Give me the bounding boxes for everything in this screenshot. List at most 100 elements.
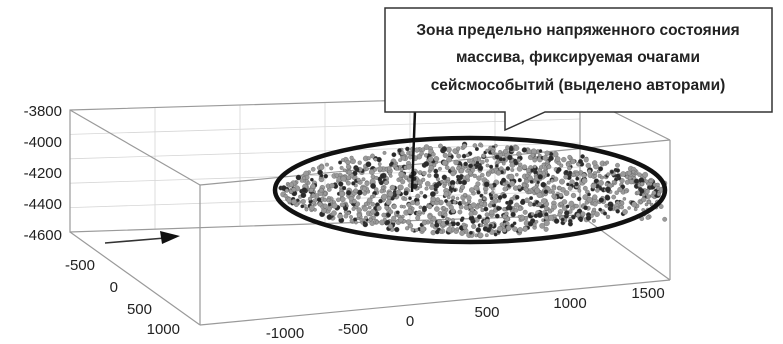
seismic-event-point [577, 188, 582, 193]
seismic-event-point [383, 180, 389, 186]
seismic-event-point [373, 167, 377, 172]
seismic-event-point [505, 224, 512, 231]
seismic-event-point [319, 187, 324, 193]
seismic-event-point [424, 186, 429, 191]
seismic-event-point [329, 166, 334, 171]
seismic-event-point [445, 216, 449, 221]
seismic-event-point [609, 169, 614, 174]
seismic-event-point [545, 159, 550, 164]
seismic-event-point [366, 197, 373, 204]
seismic-event-point [455, 196, 460, 201]
seismic-event-point [327, 202, 332, 207]
seismic-event-point [656, 192, 661, 197]
box-edge-floor-front [199, 279, 671, 326]
seismic-event-point [405, 219, 412, 225]
seismic-event-point [291, 187, 297, 192]
seismic-event-point [489, 200, 494, 205]
stress-zone-ellipse [272, 135, 668, 245]
seismic-event-point [574, 203, 579, 209]
seismic-event-point [433, 173, 439, 179]
seismic-event-point [463, 204, 469, 211]
seismic-event-point [369, 194, 374, 199]
seismic-event-point [354, 220, 358, 225]
seismic-event-point [469, 187, 475, 193]
seismic-event-point [346, 175, 352, 181]
seismic-event-point [331, 202, 338, 209]
seismic-event-point [391, 204, 397, 210]
seismic-event-point [489, 164, 494, 169]
seismic-event-point [591, 218, 596, 223]
x-tick-label: -500 [338, 321, 368, 338]
seismic-event-point [543, 220, 550, 227]
seismic-event-point [564, 210, 570, 216]
seismic-event-point [502, 228, 507, 233]
seismic-event-point [551, 186, 557, 191]
seismic-event-point [475, 227, 482, 233]
seismic-event-point [389, 161, 394, 166]
seismic-event-point [513, 207, 519, 213]
seismic-event-point [288, 182, 294, 188]
seismic-event-point [558, 192, 564, 198]
seismic-event-point [331, 210, 337, 216]
seismic-event-point [308, 196, 312, 201]
seismic-event-point [598, 207, 603, 212]
seismic-event-point [356, 195, 361, 200]
seismic-event-point [368, 217, 373, 222]
seismic-event-point [437, 219, 442, 224]
seismic-event-point [602, 211, 608, 216]
seismic-event-point [493, 193, 499, 199]
seismic-event-point [451, 195, 456, 200]
seismic-event-point [585, 162, 591, 169]
seismic-event-point [388, 223, 393, 229]
seismic-event-point [543, 226, 549, 232]
seismic-event-point [472, 173, 477, 179]
seismic-event-point [327, 206, 332, 212]
seismic-event-point [554, 156, 561, 162]
seismic-event-point [346, 169, 352, 175]
seismic-event-point [536, 192, 543, 199]
seismic-event-point [476, 175, 482, 181]
seismic-event-point [620, 201, 625, 206]
seismic-event-point [400, 155, 406, 161]
seismic-event-point [387, 166, 392, 171]
seismic-event-point [411, 206, 415, 211]
seismic-event-point [362, 205, 368, 212]
seismic-event-point [583, 157, 589, 163]
seismic-event-point [414, 228, 419, 232]
seismic-event-point [370, 183, 376, 189]
seismic-event-point [485, 218, 490, 224]
seismic-event-point [515, 172, 519, 177]
seismic-event-point [479, 201, 484, 206]
seismic-event-point [379, 173, 386, 179]
seismic-event-point [614, 190, 619, 195]
seismic-event-point [380, 185, 385, 190]
seismic-event-point [468, 230, 473, 235]
seismic-event-point [283, 193, 288, 198]
seismic-event-point [574, 171, 580, 177]
seismic-event-point [641, 196, 647, 203]
seismic-event-point [400, 179, 406, 185]
seismic-event-point [538, 149, 543, 153]
seismic-event-point [494, 213, 500, 219]
seismic-event-point [593, 174, 597, 178]
seismic-event-point [521, 164, 528, 170]
seismic-event-point [534, 187, 541, 194]
seismic-event-point [606, 172, 611, 177]
seismic-event-point [370, 153, 375, 159]
seismic-event-point [527, 221, 534, 227]
seismic-event-point [592, 207, 597, 212]
seismic-event-point [348, 196, 354, 202]
seismic-event-point [637, 172, 642, 177]
seismic-event-point [376, 205, 382, 211]
seismic-event-point [564, 169, 569, 175]
seismic-event-point [537, 202, 542, 207]
seismic-event-point [532, 158, 537, 163]
seismic-event-point [486, 172, 491, 177]
seismic-event-point [527, 201, 533, 207]
seismic-event-point [605, 186, 611, 193]
seismic-event-point [658, 204, 664, 209]
seismic-event-point [530, 212, 535, 216]
seismic-event-point [598, 180, 604, 186]
seismic-event-point [362, 186, 367, 191]
seismic-event-point [553, 218, 560, 224]
